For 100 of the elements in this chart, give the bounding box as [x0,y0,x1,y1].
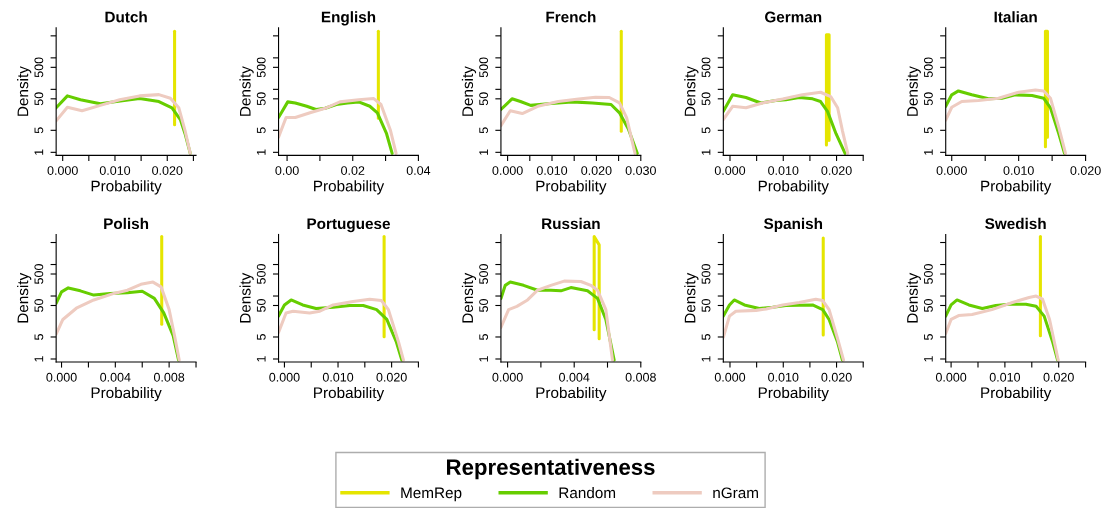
x-tick-label: 0.00 [275,166,299,175]
x-tick-label: 0.020 [152,166,183,175]
y-tick-label: 500 [479,264,489,284]
x-axis-title: Probability [758,386,829,402]
y-tick-label: 5 [479,127,489,134]
chart-title: Polish [104,217,149,230]
y-axis-title: Density [906,66,921,116]
chart-title: Italian [994,11,1037,23]
x-tick-label: 0.010 [768,372,799,382]
x-axis-title: Probability [981,386,1052,402]
x-tick-label: 0.000 [492,166,523,175]
y-tick-label: 500 [34,57,44,78]
chart-title: German [765,11,822,23]
legend-label: Random [559,487,616,499]
y-tick-label: 5 [34,334,44,340]
x-tick-label: 0.010 [768,166,799,175]
x-tick-label: 0.010 [99,166,131,175]
y-tick-label: 50 [34,92,44,106]
x-axis-title: Probability [314,386,385,402]
y-tick-label: 500 [701,264,711,284]
y-tick-label: 500 [256,57,266,78]
x-tick-label: 0.000 [47,166,78,175]
y-tick-label: 5 [701,334,711,340]
x-tick-label: 0.020 [1070,166,1101,175]
x-tick-label: 0.010 [989,372,1021,382]
y-tick-label: 1 [34,149,44,155]
x-axis-title: Probability [314,180,385,195]
legend-label: MemRep [401,487,462,502]
x-tick-label: 0.010 [536,166,568,175]
x-tick-label: 0.000 [936,166,967,175]
x-axis-title: Probability [536,386,607,402]
chart-title: French [546,11,596,23]
y-tick-label: 5 [479,334,489,340]
y-tick-label: 50 [256,92,266,106]
y-tick-label: 50 [256,299,266,312]
x-tick-label: 0.02 [341,166,365,175]
x-tick-label: 0.004 [559,372,590,382]
y-axis-title: Density [461,272,477,323]
y-axis-title: Density [239,272,254,323]
x-tick-label: 0.000 [714,166,746,175]
y-tick-label: 500 [701,57,711,78]
chart-title: Russian [542,217,600,230]
x-axis-title: Probability [981,180,1052,195]
x-tick-label: 0.020 [821,166,852,175]
chart-title: Dutch [105,11,147,23]
y-tick-label: 1 [256,149,266,155]
y-tick-label: 500 [479,57,489,78]
chart-title: Spanish [763,217,823,233]
x-tick-label: 0.000 [935,372,967,382]
y-axis-title: Density [461,66,477,116]
y-tick-label: 1 [479,149,488,155]
y-tick-label: 50 [479,299,489,312]
y-tick-label: 50 [923,299,933,312]
y-tick-label: 50 [479,92,489,106]
y-tick-label: 5 [256,127,266,134]
x-tick-label: 0.020 [1043,372,1074,382]
x-tick-label: 0.008 [153,372,185,382]
x-tick-label: 0.020 [581,166,612,175]
legend-label: nGram [713,487,758,499]
y-tick-label: 50 [701,92,711,106]
y-tick-label: 5 [256,334,266,340]
y-axis-title: Density [684,272,699,323]
x-tick-label: 0.000 [46,372,77,382]
x-tick-label: 0.004 [100,372,131,382]
x-axis-title: Probability [91,386,162,402]
y-axis-title: Density [17,66,32,116]
x-axis-title: Probability [91,180,162,195]
x-tick-label: 0.020 [821,372,852,382]
x-tick-label: 0.000 [269,372,300,382]
y-tick-label: 50 [34,299,44,312]
x-tick-label: 0.000 [714,372,746,382]
chart-title: Portuguese [307,218,390,233]
y-tick-label: 1 [701,356,711,362]
y-tick-label: 500 [256,264,266,284]
y-tick-label: 1 [256,356,266,362]
y-tick-label: 5 [34,127,44,134]
x-tick-label: 0.010 [1003,166,1034,175]
x-tick-label: 0.000 [492,372,523,382]
y-tick-label: 1 [924,149,933,155]
y-tick-label: 50 [701,299,711,312]
chart-title: Swedish [985,217,1046,230]
legend-title: Representativeness [447,458,655,480]
y-tick-label: 1 [924,356,933,362]
y-tick-label: 5 [924,334,933,340]
x-tick-label: 0.008 [625,372,656,382]
y-tick-label: 50 [923,92,933,106]
y-tick-label: 500 [34,264,44,284]
y-tick-label: 500 [923,57,933,78]
chart-title: English [321,11,376,26]
y-axis-title: Density [239,66,254,116]
y-tick-label: 5 [701,127,711,134]
y-tick-label: 500 [923,264,933,284]
x-tick-label: 0.04 [406,166,431,175]
y-tick-label: 1 [479,356,488,362]
x-tick-label: 0.020 [376,372,407,382]
x-tick-label: 0.030 [625,166,656,175]
y-tick-label: 1 [701,149,711,155]
x-axis-title: Probability [536,180,607,195]
y-axis-title: Density [17,272,32,323]
y-tick-label: 1 [34,356,44,362]
